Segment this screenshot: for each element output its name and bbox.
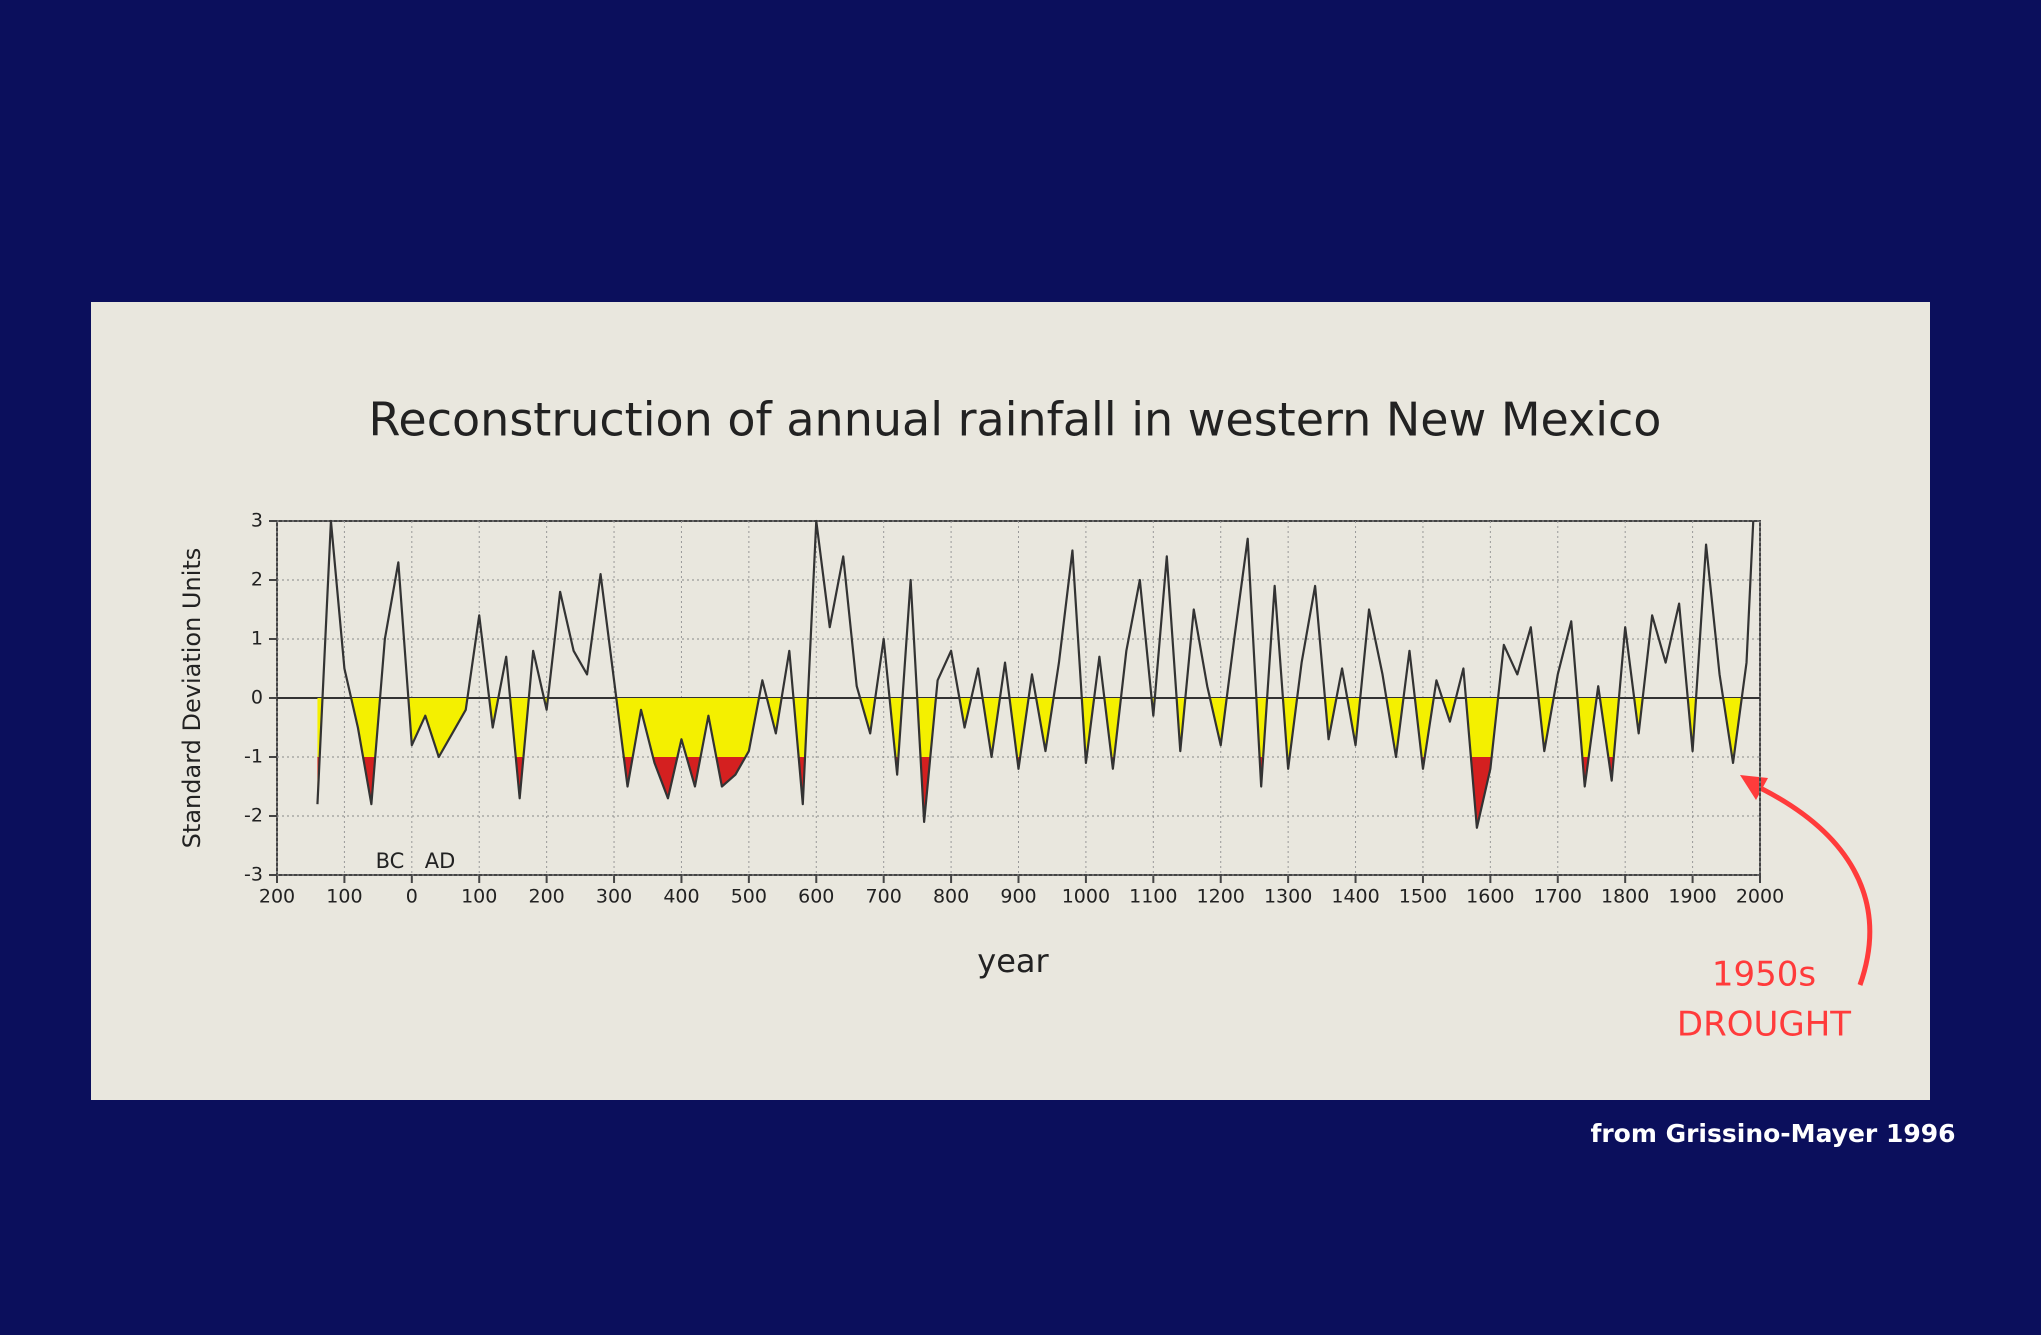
chart-title: Reconstruction of annual rainfall in wes… [369, 393, 1662, 447]
y-tick-label: -3 [244, 864, 263, 886]
source-note: from Grissino-Mayer 1996 [1590, 1119, 1955, 1148]
x-tick-label: 2000 [1736, 886, 1784, 908]
x-tick-label: 200 [259, 886, 295, 908]
y-tick-label: 2 [251, 569, 263, 591]
deficit-area [317, 698, 1754, 828]
y-tick-label: 3 [251, 510, 263, 532]
x-tick-label: 800 [933, 886, 969, 908]
x-tick-label: 1400 [1331, 886, 1379, 908]
annotation: 1950s [1712, 955, 1816, 995]
y-tick-label: -1 [244, 746, 263, 768]
x-axis-label: year [977, 942, 1049, 980]
x-tick-label: 100 [461, 886, 497, 908]
x-tick-label: 500 [731, 886, 767, 908]
x-tick-label: 1600 [1466, 886, 1514, 908]
x-tick-label: 300 [596, 886, 632, 908]
x-tick-label: 1000 [1062, 886, 1110, 908]
series-line [316, 519, 1755, 829]
deficit-area [317, 757, 1734, 828]
x-tick-label: 1500 [1399, 886, 1447, 908]
annotation: DROUGHT [1677, 1005, 1851, 1045]
x-tick-label: 0 [406, 886, 418, 908]
x-tick-label: 1700 [1534, 886, 1582, 908]
x-tick-label: 1800 [1601, 886, 1649, 908]
x-tick-label: 100 [326, 886, 362, 908]
x-tick-label: 700 [866, 886, 902, 908]
y-tick-label: -2 [244, 805, 263, 827]
plot-area: 200 100 0 100 200 300 400 500 600 700 800 900 1000 11… [244, 510, 1784, 908]
x-tick-label: 200 [529, 886, 565, 908]
x-tick-label: 1200 [1197, 886, 1245, 908]
y-axis-label: Standard Deviation Units [178, 548, 206, 849]
x-tick-label: 900 [1000, 886, 1036, 908]
ad-label: AD [425, 849, 456, 873]
annotation-arrow [1748, 780, 1873, 986]
x-tick-label: 1100 [1129, 886, 1177, 908]
y-tick-label: 1 [251, 628, 263, 650]
x-tick-label: 1900 [1668, 886, 1716, 908]
x-tick-label: 600 [798, 886, 834, 908]
x-tick-label: 400 [663, 886, 699, 908]
bc-label: BC [376, 849, 405, 873]
x-tick-label: 1300 [1264, 886, 1312, 908]
y-tick-label: 0 [251, 687, 263, 709]
